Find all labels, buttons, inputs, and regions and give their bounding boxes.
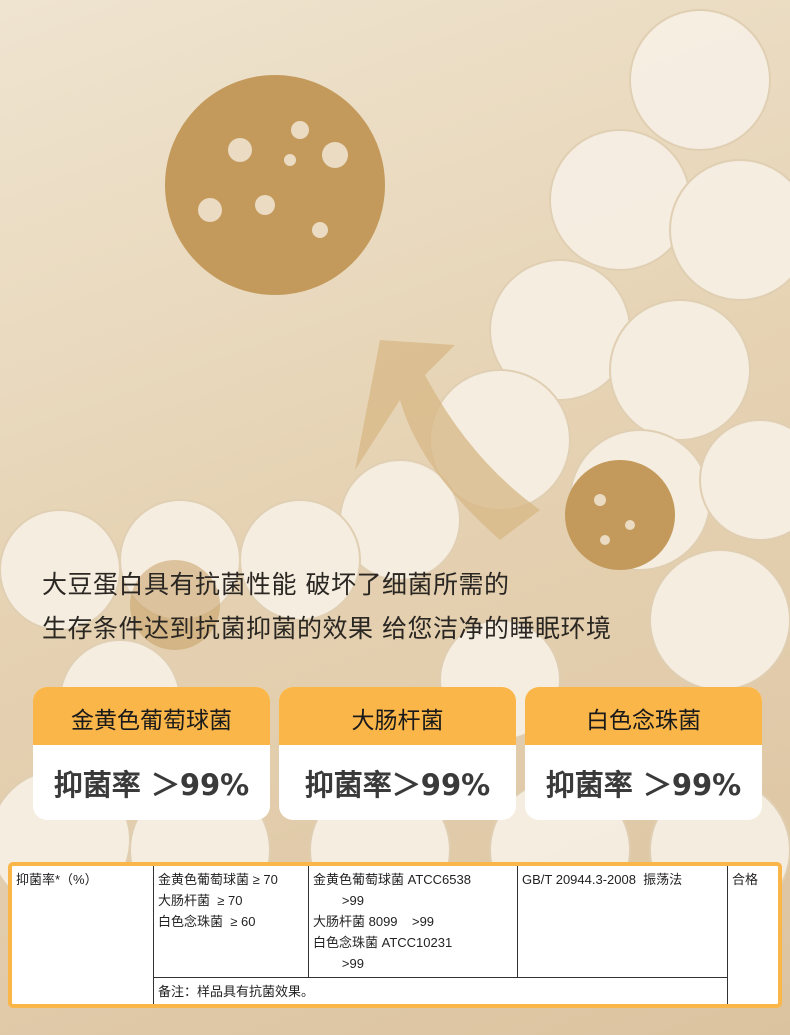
card-title: 大肠杆菌	[279, 687, 516, 745]
table-verdict: 合格	[728, 866, 778, 1004]
result-line: 大肠杆菌 8099 >99	[313, 914, 435, 929]
table-method: GB/T 20944.3-2008 振荡法	[518, 866, 727, 977]
card-title: 金黄色葡萄球菌	[33, 687, 270, 745]
method-text: GB/T 20944.3-2008 振荡法	[522, 872, 683, 887]
table-requirement: 金黄色葡萄球菌 ≥ 70 大肠杆菌 ≥ 70 白色念珠菌 ≥ 60	[154, 866, 308, 977]
result-line: 金黄色葡萄球菌 ATCC6538	[313, 872, 471, 887]
test-report-table: 抑菌率*（%） 金黄色葡萄球菌 ≥ 70 大肠杆菌 ≥ 70 白色念珠菌 ≥ 6…	[8, 862, 782, 1008]
card-staphylococcus: 金黄色葡萄球菌 抑菌率 ＞99%	[33, 687, 270, 820]
note-text: 备注：样品具有抗菌效果。	[158, 984, 315, 999]
card-candida: 白色念珠菌 抑菌率 ＞99%	[525, 687, 762, 820]
verdict-text: 合格	[732, 872, 759, 887]
requirement-line: 白色念珠菌 ≥ 60	[158, 914, 256, 929]
card-rate: 抑菌率＞99%	[304, 767, 491, 802]
table-note: 备注：样品具有抗菌效果。	[154, 978, 727, 1004]
table-results: 金黄色葡萄球菌 ATCC6538 >99 大肠杆菌 8099 >99 白色念珠菌…	[309, 866, 517, 977]
headline-line-1: 大豆蛋白具有抗菌性能 破坏了细菌所需的	[42, 570, 510, 599]
card-rate: 抑菌率 ＞99%	[545, 767, 742, 802]
headline-line-2: 生存条件达到抗菌抑菌的效果 给您洁净的睡眠环境	[42, 614, 612, 643]
table-item: 抑菌率*（%）	[12, 866, 153, 1004]
virus-icon	[130, 75, 675, 650]
result-line: 白色念珠菌 ATCC10231	[313, 935, 453, 950]
item-label: 抑菌率*（%）	[16, 872, 98, 887]
card-rate: 抑菌率 ＞99%	[53, 767, 250, 802]
result-line: >99	[313, 956, 364, 971]
card-title: 白色念珠菌	[525, 687, 762, 745]
requirement-line: 金黄色葡萄球菌 ≥ 70	[158, 872, 278, 887]
card-e-coli: 大肠杆菌 抑菌率＞99%	[279, 687, 516, 820]
result-line: >99	[313, 893, 364, 908]
requirement-line: 大肠杆菌 ≥ 70	[158, 893, 243, 908]
